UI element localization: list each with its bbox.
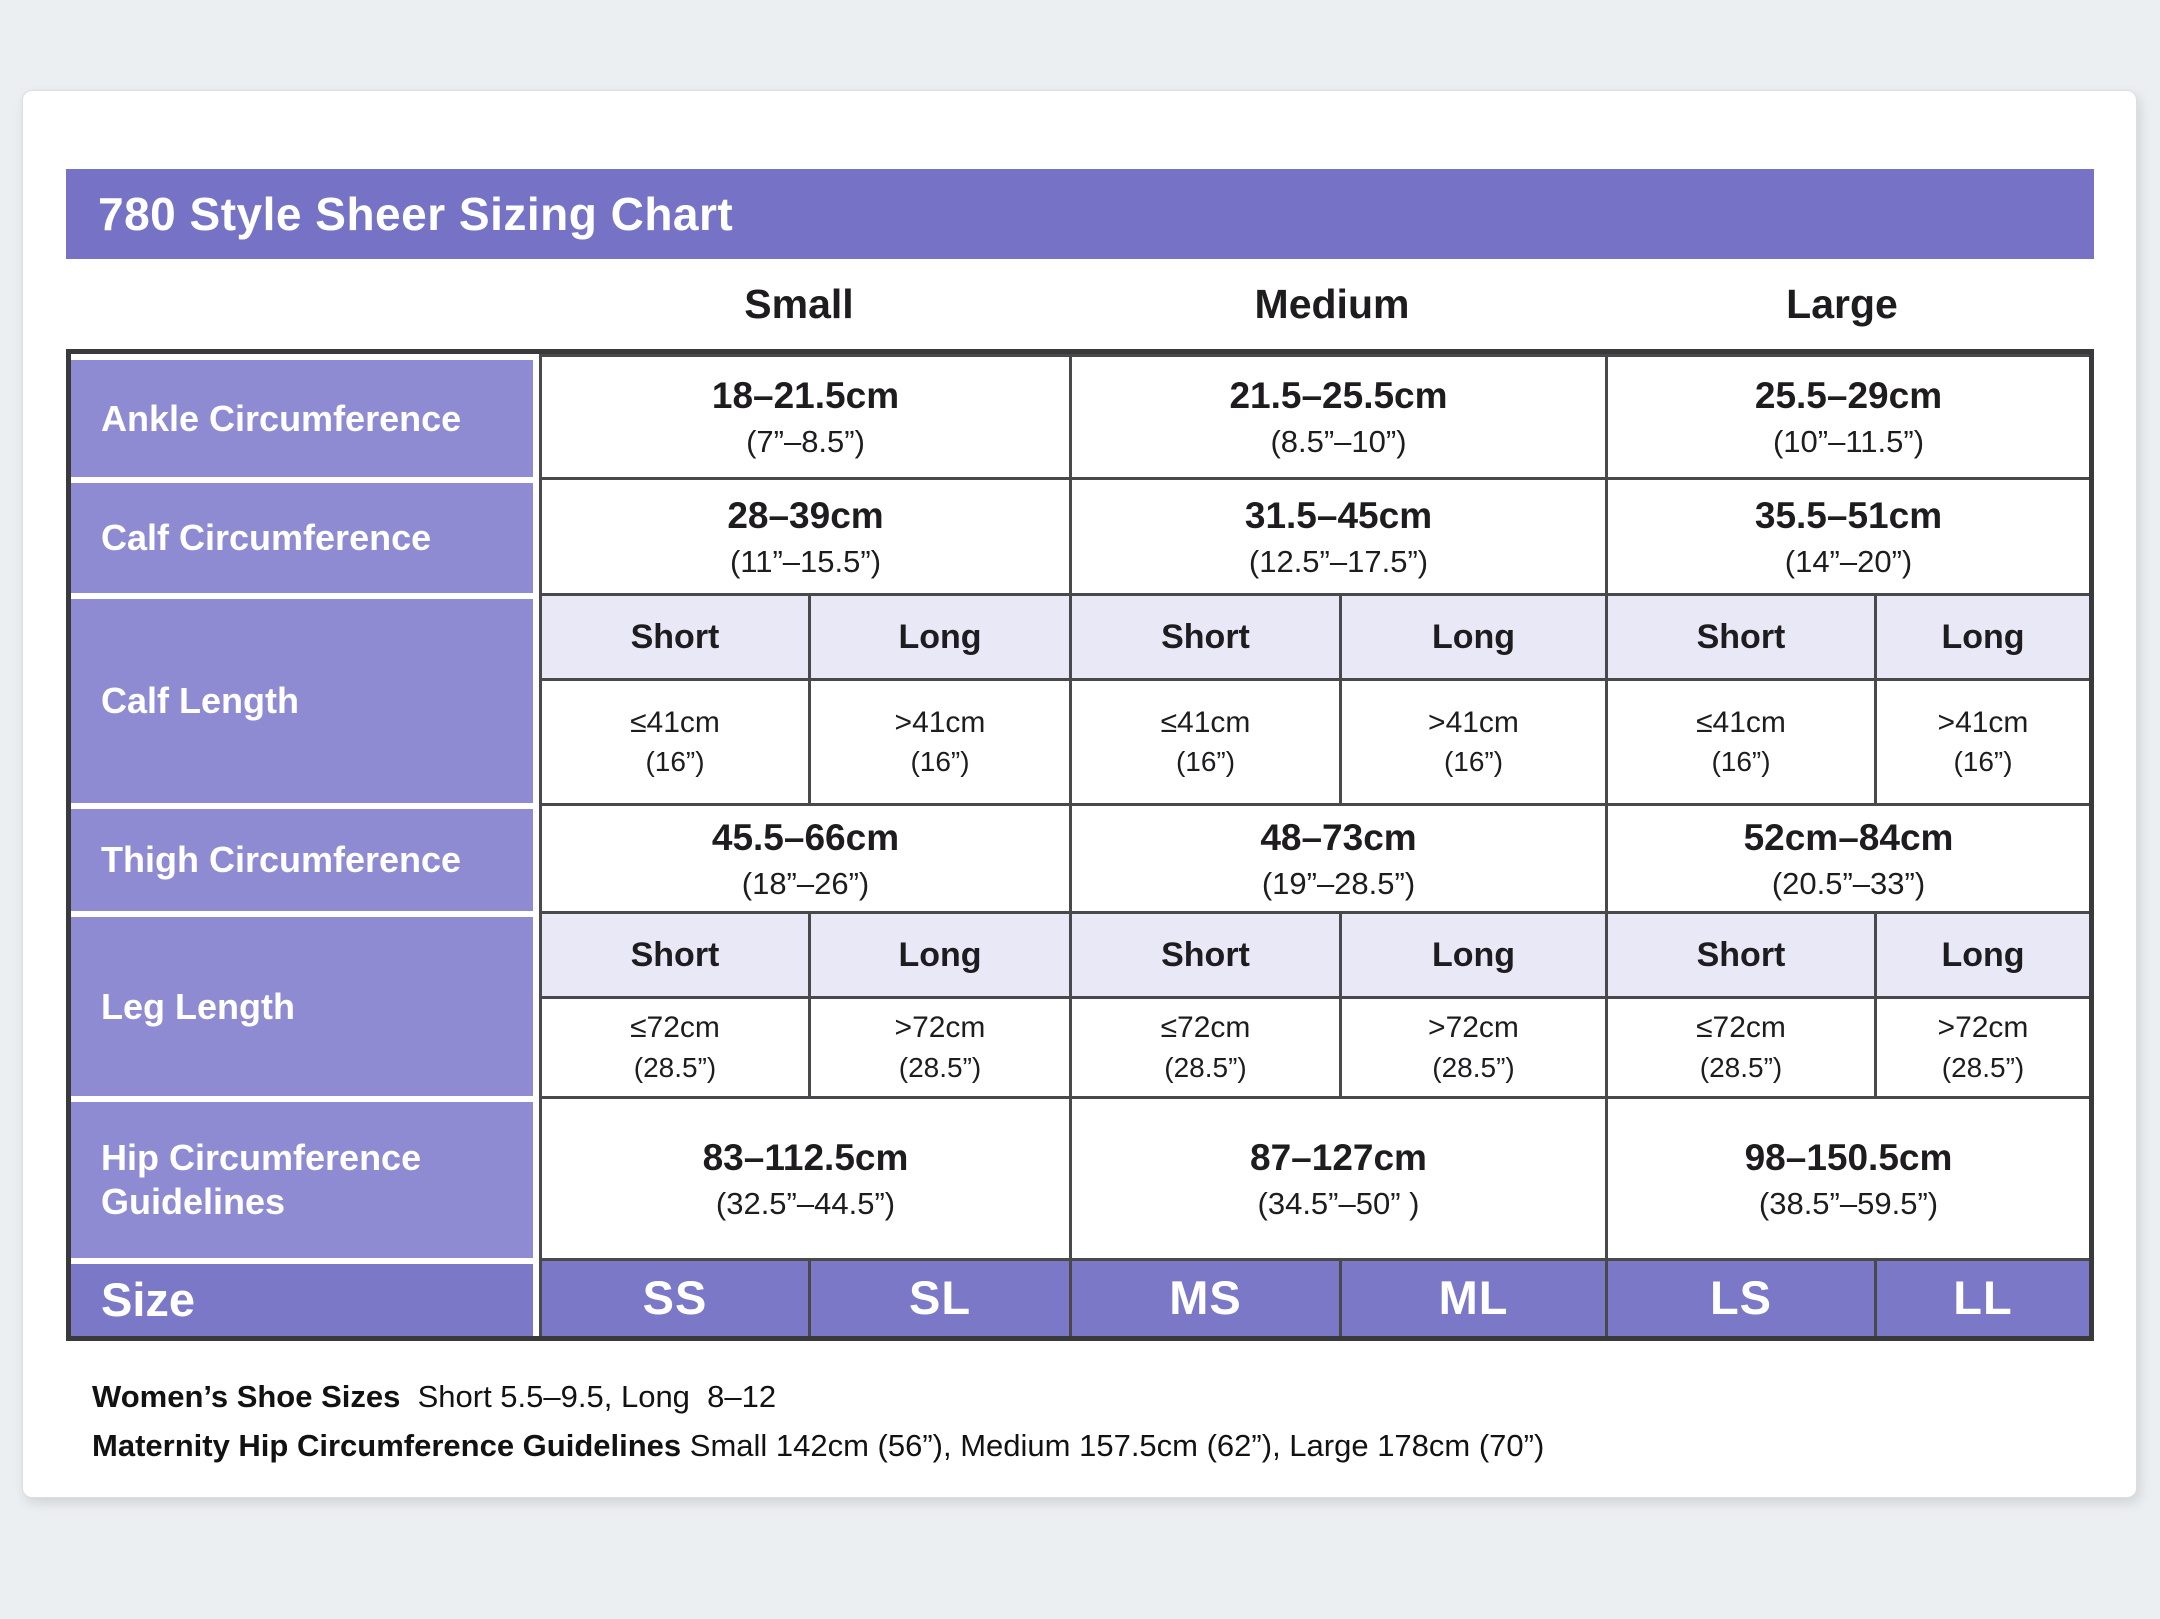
leg-length-ss-cell: ≤72cm (28.5”) bbox=[539, 996, 808, 1096]
hip-small-in: (32.5”–44.5”) bbox=[715, 1185, 896, 1221]
row-label-hip-circumference-guidelines: Hip Circumference Guidelines bbox=[71, 1096, 539, 1258]
size-group-header-large: Large bbox=[1786, 280, 1898, 327]
calf-circ-medium-cm: 31.5–45cm bbox=[1244, 494, 1433, 536]
hip-small-cm: 83–112.5cm bbox=[702, 1136, 909, 1178]
calf-length-ms-cell: ≤41cm (16”) bbox=[1069, 678, 1339, 803]
ankle-small-in: (7”–8.5”) bbox=[746, 424, 865, 460]
thigh-small-cell: 45.5–66cm (18”–26”) bbox=[539, 803, 1069, 911]
calf-length-ls-cell: ≤41cm (16”) bbox=[1605, 678, 1874, 803]
leg-length-ml-cell: >72cm (28.5”) bbox=[1339, 996, 1605, 1096]
ankle-small-cell: 18–21.5cm (7”–8.5”) bbox=[539, 354, 1069, 477]
footnote-shoe-sizes-text: Short 5.5–9.5, Long 8–12 bbox=[400, 1379, 777, 1414]
footnote-maternity-text: Small 142cm (56”), Medium 157.5cm (62”),… bbox=[681, 1427, 1545, 1463]
calf-circ-large-cell: 35.5–51cm (14”–20”) bbox=[1605, 477, 2089, 593]
row-label-ankle-circumference: Ankle Circumference bbox=[71, 354, 539, 477]
hip-medium-cm: 87–127cm bbox=[1250, 1136, 1427, 1178]
size-cell-ls: LS bbox=[1605, 1258, 1874, 1336]
footnote-maternity: Maternity Hip Circumference Guidelines S… bbox=[92, 1422, 2136, 1471]
leg-length-subheader: Short bbox=[539, 911, 808, 996]
calf-length-subheader: Long bbox=[808, 593, 1069, 678]
row-label-thigh-circumference: Thigh Circumference bbox=[71, 803, 539, 911]
calf-length-ss-cell: ≤41cm (16”) bbox=[539, 678, 808, 803]
size-group-header-small: Small bbox=[744, 280, 854, 327]
thigh-medium-cm: 48–73cm bbox=[1260, 816, 1417, 858]
calf-circ-medium-in: (12.5”–17.5”) bbox=[1248, 543, 1429, 579]
sizing-table: Ankle Circumference 18–21.5cm (7”–8.5”) … bbox=[66, 349, 2094, 1341]
ankle-large-cm: 25.5–29cm bbox=[1754, 375, 1943, 417]
row-label-calf-circumference: Calf Circumference bbox=[71, 477, 539, 593]
size-cell-ml: ML bbox=[1339, 1258, 1605, 1336]
hip-small-cell: 83–112.5cm (32.5”–44.5”) bbox=[539, 1096, 1069, 1258]
leg-length-subheader: Short bbox=[1069, 911, 1339, 996]
size-group-header-medium: Medium bbox=[1254, 280, 1410, 327]
footnote-maternity-label: Maternity Hip Circumference Guidelines bbox=[92, 1427, 682, 1463]
ankle-medium-in: (8.5”–10”) bbox=[1270, 424, 1407, 460]
leg-length-subheader: Long bbox=[1339, 911, 1605, 996]
thigh-medium-in: (19”–28.5”) bbox=[1261, 865, 1416, 901]
footnote-shoe-sizes-label: Women’s Shoe Sizes bbox=[92, 1379, 401, 1414]
hip-large-in: (38.5”–59.5”) bbox=[1758, 1185, 1939, 1221]
calf-circ-small-cell: 28–39cm (11”–15.5”) bbox=[539, 477, 1069, 593]
ankle-small-cm: 18–21.5cm bbox=[711, 375, 900, 417]
footnote-shoe-sizes: Women’s Shoe Sizes Short 5.5–9.5, Long 8… bbox=[92, 1373, 2136, 1422]
hip-medium-cell: 87–127cm (34.5”–50” ) bbox=[1069, 1096, 1605, 1258]
thigh-large-cell: 52cm–84cm (20.5”–33”) bbox=[1605, 803, 2089, 911]
thigh-large-in: (20.5”–33”) bbox=[1771, 865, 1926, 901]
calf-length-subheader: Short bbox=[1605, 593, 1874, 678]
calf-length-sl-cell: >41cm (16”) bbox=[808, 678, 1069, 803]
leg-length-subheader: Short bbox=[1605, 911, 1874, 996]
calf-length-subheader: Short bbox=[539, 593, 808, 678]
hip-large-cm: 98–150.5cm bbox=[1744, 1136, 1953, 1178]
size-cell-ss: SS bbox=[539, 1258, 808, 1336]
calf-circ-medium-cell: 31.5–45cm (12.5”–17.5”) bbox=[1069, 477, 1605, 593]
ankle-large-in: (10”–11.5”) bbox=[1772, 424, 1925, 460]
ankle-large-cell: 25.5–29cm (10”–11.5”) bbox=[1605, 354, 2089, 477]
footnotes: Women’s Shoe Sizes Short 5.5–9.5, Long 8… bbox=[66, 1373, 2136, 1471]
hip-medium-in: (34.5”–50” ) bbox=[1257, 1185, 1420, 1221]
leg-length-sl-cell: >72cm (28.5”) bbox=[808, 996, 1069, 1096]
size-cell-sl: SL bbox=[808, 1258, 1069, 1336]
size-cell-ms: MS bbox=[1069, 1258, 1339, 1336]
thigh-large-cm: 52cm–84cm bbox=[1743, 816, 1954, 858]
calf-length-subheader: Long bbox=[1339, 593, 1605, 678]
calf-circ-small-in: (11”–15.5”) bbox=[729, 543, 882, 579]
hip-large-cell: 98–150.5cm (38.5”–59.5”) bbox=[1605, 1096, 2089, 1258]
calf-length-subheader: Long bbox=[1874, 593, 2089, 678]
leg-length-subheader: Long bbox=[1874, 911, 2089, 996]
calf-circ-large-cm: 35.5–51cm bbox=[1754, 494, 1943, 536]
calf-circ-large-in: (14”–20”) bbox=[1784, 543, 1913, 579]
leg-length-ms-cell: ≤72cm (28.5”) bbox=[1069, 996, 1339, 1096]
calf-length-ll-cell: >41cm (16”) bbox=[1874, 678, 2089, 803]
row-label-size: Size bbox=[71, 1258, 539, 1336]
leg-length-subheader: Long bbox=[808, 911, 1069, 996]
row-label-leg-length: Leg Length bbox=[71, 911, 539, 1096]
leg-length-ls-cell: ≤72cm (28.5”) bbox=[1605, 996, 1874, 1096]
calf-length-subheader: Short bbox=[1069, 593, 1339, 678]
chart-title-bar: 780 Style Sheer Sizing Chart bbox=[66, 169, 2094, 259]
calf-circ-small-cm: 28–39cm bbox=[727, 494, 884, 536]
thigh-small-cm: 45.5–66cm bbox=[711, 816, 900, 858]
ankle-medium-cm: 21.5–25.5cm bbox=[1229, 375, 1448, 417]
leg-length-ll-cell: >72cm (28.5”) bbox=[1874, 996, 2089, 1096]
thigh-medium-cell: 48–73cm (19”–28.5”) bbox=[1069, 803, 1605, 911]
size-group-header-row: Small Medium Large bbox=[66, 259, 2094, 349]
chart-title: 780 Style Sheer Sizing Chart bbox=[98, 188, 734, 240]
calf-length-ml-cell: >41cm (16”) bbox=[1339, 678, 1605, 803]
ankle-medium-cell: 21.5–25.5cm (8.5”–10”) bbox=[1069, 354, 1605, 477]
size-cell-ll: LL bbox=[1874, 1258, 2089, 1336]
row-label-calf-length: Calf Length bbox=[71, 593, 539, 803]
thigh-small-in: (18”–26”) bbox=[741, 865, 870, 901]
sizing-chart-card: 780 Style Sheer Sizing Chart Small Mediu… bbox=[22, 90, 2137, 1498]
